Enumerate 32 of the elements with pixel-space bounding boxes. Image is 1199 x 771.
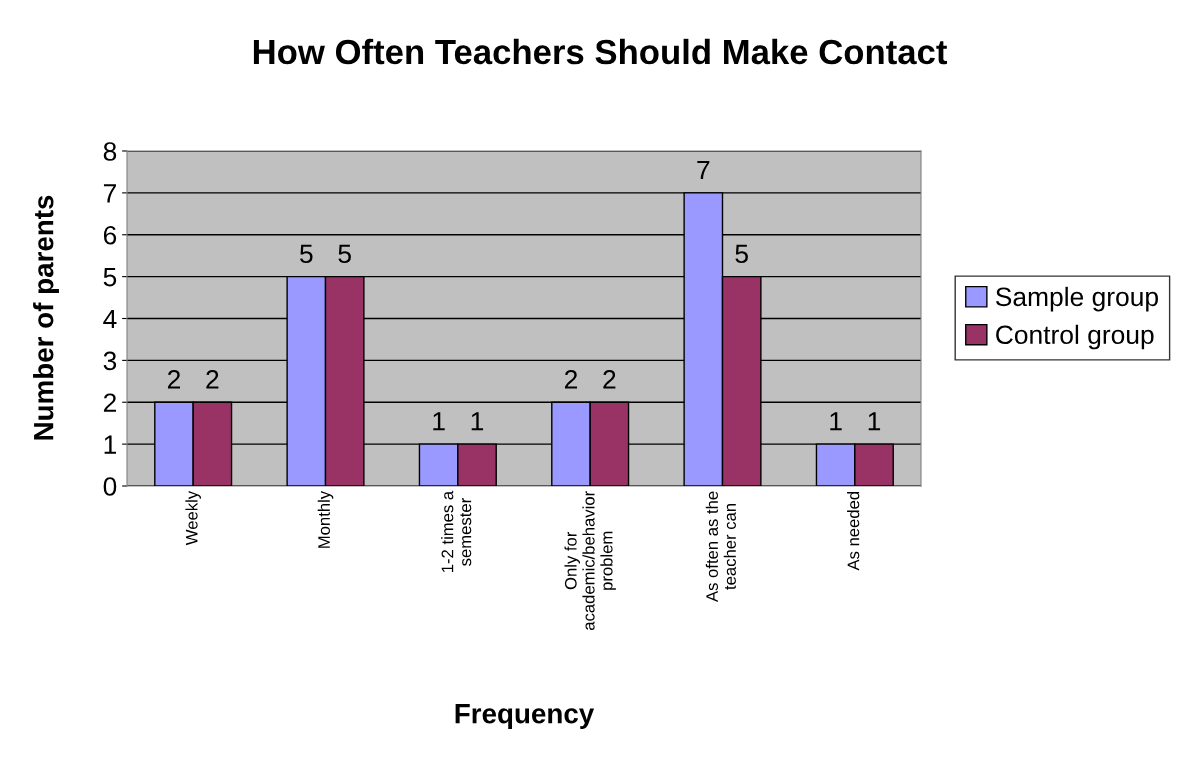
- y-tick-label: 8: [103, 142, 117, 161]
- data-label: 5: [735, 244, 748, 264]
- x-axis-title: Frequency: [455, 704, 595, 729]
- data-label: 2: [167, 370, 180, 389]
- x-tick-label: Weekly: [185, 490, 201, 546]
- y-tick-label: 7: [103, 184, 116, 203]
- data-label: 7: [697, 160, 710, 180]
- y-tick-label: 1: [104, 435, 116, 454]
- x-tick-label: 1-2 times a semester: [441, 490, 472, 573]
- legend-label: Sample group: [995, 286, 1158, 312]
- data-label: 1: [830, 412, 842, 431]
- y-tick-label: 2: [103, 393, 116, 412]
- data-label: 2: [603, 370, 616, 389]
- y-tick-label: 5: [103, 268, 117, 287]
- data-label: 2: [564, 370, 577, 389]
- y-axis-title: Number of parents: [33, 195, 59, 440]
- legend-label: Control group: [996, 324, 1154, 350]
- x-tick-label: Only for academic/behavior problem: [564, 491, 616, 631]
- chart-title: How Often Teachers Should Make Contact: [253, 38, 948, 65]
- y-tick-label: 0: [103, 477, 117, 496]
- data-label: 2: [206, 370, 219, 389]
- y-tick-label: 6: [103, 225, 117, 245]
- x-tick-label: As needed: [847, 491, 860, 571]
- y-tick-label: 3: [103, 351, 117, 371]
- data-label: 1: [471, 412, 484, 431]
- data-label: 1: [868, 412, 881, 431]
- data-label: 5: [300, 244, 313, 264]
- data-label: 5: [338, 244, 351, 264]
- data-label: 1: [433, 412, 445, 431]
- y-tick-label: 4: [103, 309, 117, 329]
- x-tick-label: As often as the teacher can: [705, 491, 736, 602]
- x-tick-label: Monthly: [317, 490, 334, 548]
